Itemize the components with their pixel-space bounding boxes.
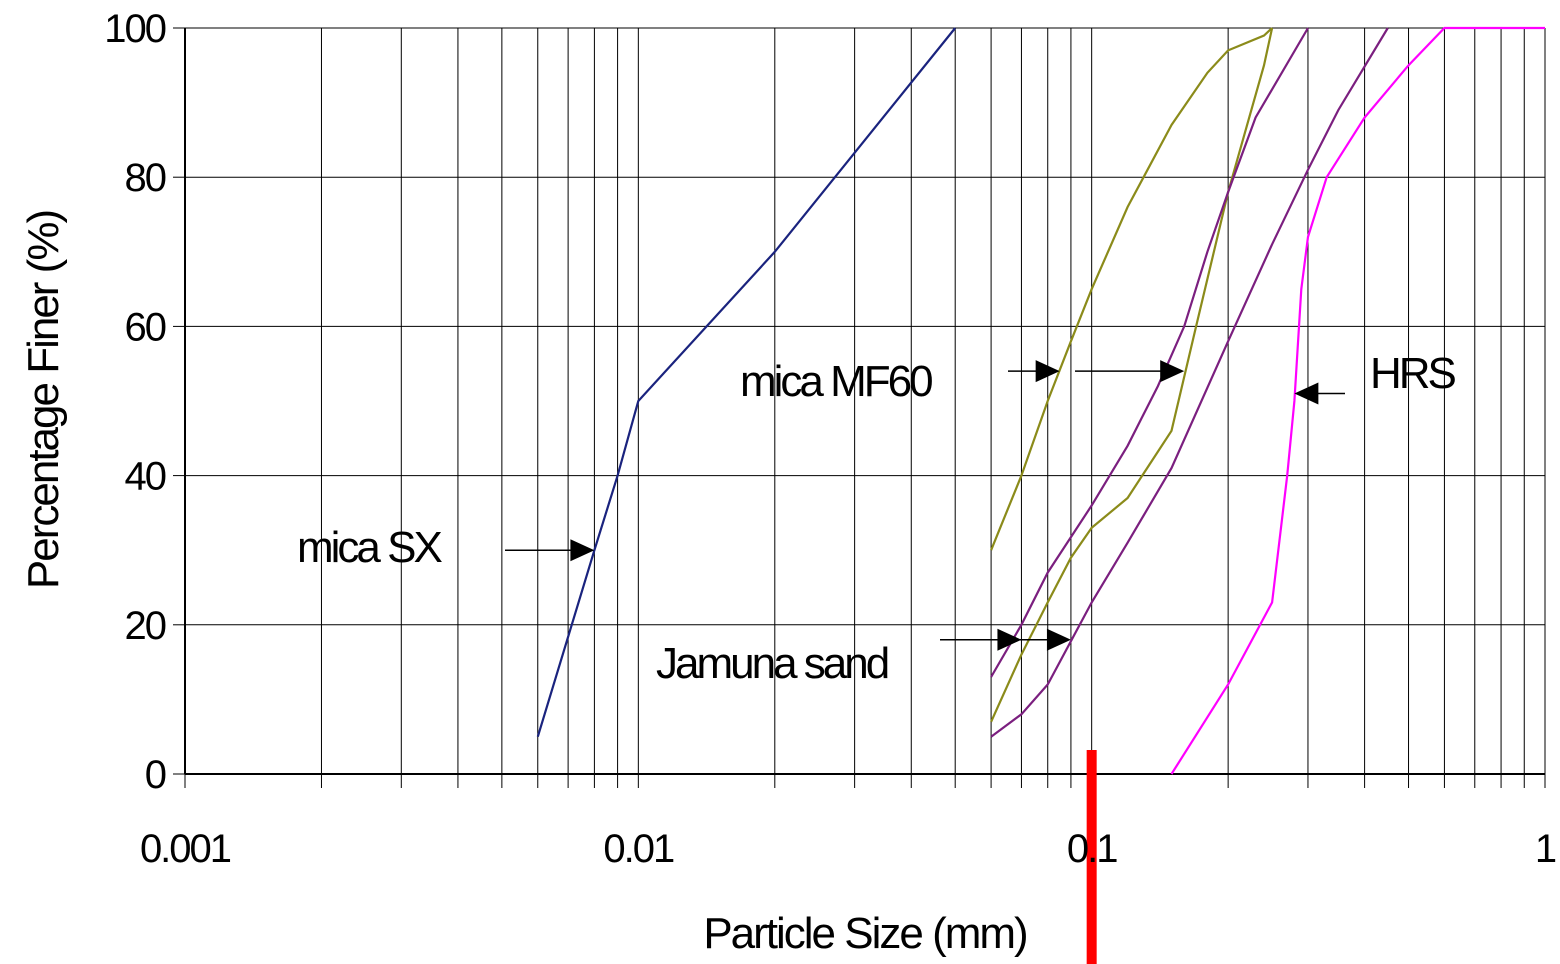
- red-reference-marker: [1086, 750, 1097, 964]
- series-group: [536, 26, 1545, 775]
- annotations: mica SX mica MF60 HRS Jamuna sand: [297, 349, 1459, 964]
- annotation-arrowhead: [1035, 360, 1060, 383]
- annotation-arrowhead: [997, 628, 1022, 651]
- annotation-arrowhead: [1294, 382, 1319, 405]
- series-line: [990, 27, 1273, 551]
- y-tick-label: 100: [104, 7, 165, 51]
- series-line: [536, 27, 957, 738]
- x-axis-title: Particle Size (mm): [703, 909, 1026, 958]
- annotation-label: Jamuna sand: [656, 639, 888, 688]
- x-tick-label: 1: [1535, 827, 1556, 871]
- series-line: [1170, 26, 1545, 775]
- series-line: [990, 27, 1309, 678]
- annotation-label: mica MF60: [740, 357, 932, 406]
- y-tick-label: 0: [145, 753, 166, 797]
- annotation-label: mica SX: [297, 523, 442, 572]
- annotation-arrowhead: [1046, 628, 1071, 651]
- annotation-arrowhead: [570, 539, 595, 562]
- x-tick-label: 0.1: [1067, 827, 1117, 871]
- annotation-arrowhead: [1160, 360, 1185, 383]
- axes: [173, 27, 1545, 788]
- series-line: [990, 27, 1389, 738]
- x-tick-label: 0.001: [140, 827, 231, 871]
- series-line: [990, 27, 1274, 723]
- y-tick-label: 20: [125, 604, 166, 648]
- x-tick-label: 0.01: [603, 827, 674, 871]
- tick-labels: 0 20 40 60 80 100 0.001 0.01 0.1 1: [104, 7, 1558, 871]
- annotation-label: HRS: [1370, 349, 1456, 398]
- y-tick-label: 80: [125, 156, 166, 200]
- y-axis-title: Percentage Finer (%): [19, 211, 68, 589]
- y-tick-label: 60: [125, 305, 166, 349]
- y-tick-label: 40: [125, 455, 166, 499]
